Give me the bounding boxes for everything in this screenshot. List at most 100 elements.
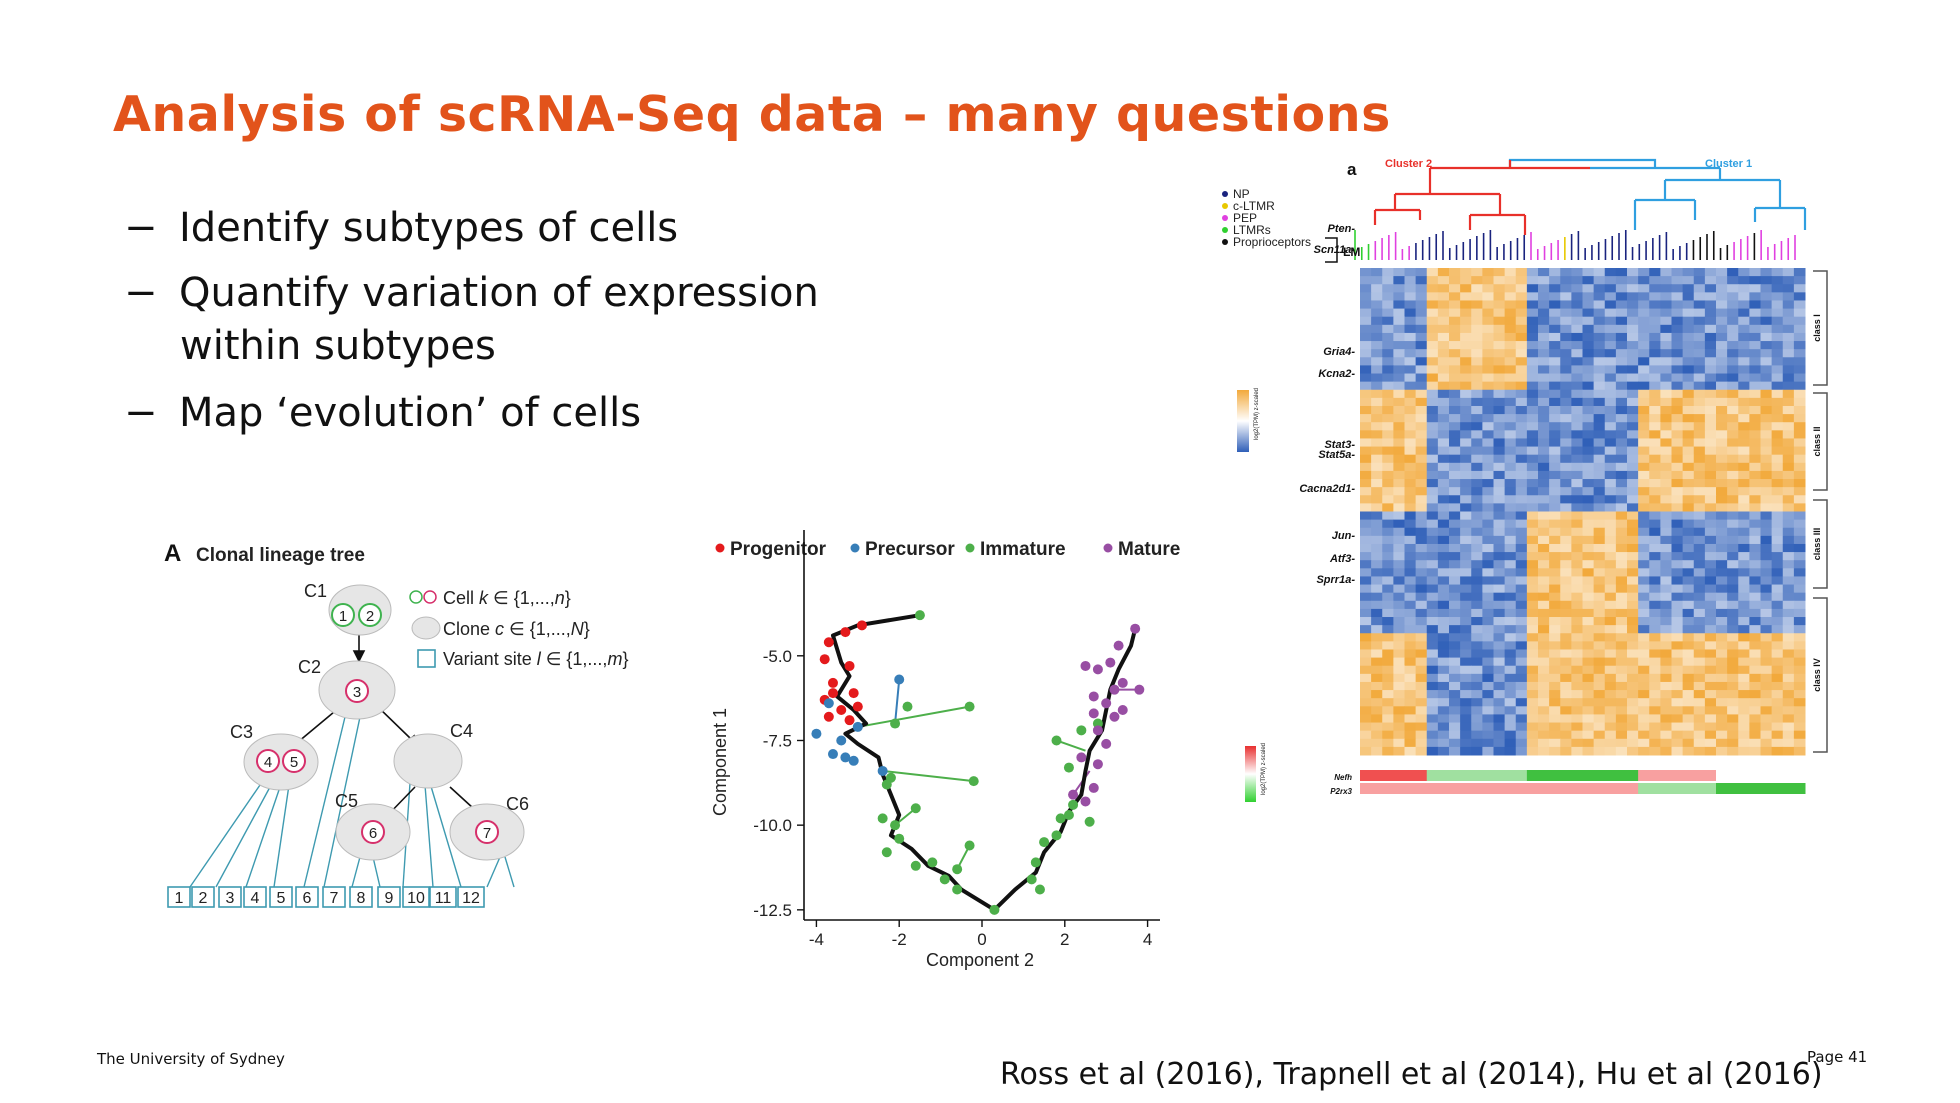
heatmap-cell (1638, 446, 1650, 456)
heatmap-cell (1604, 576, 1617, 586)
bottom-track-cell (1604, 783, 1617, 794)
heatmap-cell (1504, 584, 1517, 594)
heatmap-cell (1437, 519, 1450, 529)
heatmap-cell (1404, 722, 1417, 732)
heatmap-cell (1782, 681, 1795, 691)
heatmap-cell (1649, 527, 1661, 537)
heatmap-cell (1504, 381, 1517, 391)
heatmap-cell (1504, 462, 1517, 472)
heatmap-cell (1649, 617, 1661, 626)
heatmap-cell (1771, 511, 1784, 521)
heatmap-cell (1538, 462, 1550, 472)
heatmap-cell (1749, 641, 1761, 650)
heatmap-cell (1793, 730, 1806, 740)
heatmap-cell (1493, 357, 1506, 366)
legend-cell-label: Cell k ∈ {1,...,n} (443, 588, 571, 608)
heatmap-cell (1538, 746, 1550, 756)
heatmap-cell (1771, 454, 1784, 464)
bullet-dash: − (124, 270, 158, 316)
heatmap-cell (1404, 608, 1417, 618)
heatmap-cell (1538, 698, 1550, 707)
heatmap-cell (1638, 592, 1650, 602)
heatmap-cell (1660, 568, 1672, 577)
heatmap-cell (1549, 284, 1561, 293)
heatmap-cell (1771, 414, 1784, 423)
panel-letter-a: A (164, 540, 181, 567)
heatmap-cell (1360, 576, 1372, 586)
heatmap-cell (1660, 365, 1672, 375)
heatmap-cell (1593, 543, 1606, 553)
heatmap-cell (1515, 681, 1528, 691)
heatmap-cell (1460, 462, 1472, 472)
heatmap-cell (1649, 349, 1661, 358)
heatmap-cell (1716, 584, 1728, 594)
heatmap-cell (1593, 487, 1606, 496)
heatmap-cell (1471, 690, 1483, 699)
heatmap-cell (1538, 535, 1550, 545)
heatmap-cell (1504, 308, 1517, 318)
heatmap-cell (1371, 430, 1383, 439)
heatmap-cell (1460, 560, 1472, 569)
cell-3 (345, 679, 369, 703)
heatmap-cell (1716, 600, 1728, 610)
heatmap-cell (1682, 405, 1695, 415)
heatmap-cell (1549, 649, 1561, 659)
heatmap-cell (1760, 543, 1773, 553)
heatmap-cell (1693, 276, 1706, 285)
lineage-tree-figure: A Clonal lineage tree C1 C2 C3 C (164, 540, 628, 908)
heatmap-cell (1538, 690, 1550, 699)
heatmap-cell (1382, 543, 1394, 553)
variant-site-label: 4 (251, 890, 260, 907)
heatmap-cell (1382, 503, 1394, 512)
heatmap-cell (1638, 300, 1650, 310)
heatmap-cell (1504, 690, 1517, 699)
heatmap-cell (1549, 706, 1561, 715)
heatmap-cell (1538, 332, 1550, 342)
heatmap-cell (1693, 617, 1706, 626)
heatmap-cell (1615, 657, 1628, 667)
heatmap-cell (1760, 552, 1773, 561)
heatmap-cell (1615, 568, 1628, 577)
heatmap-cell (1627, 430, 1639, 439)
heatmap-cell (1704, 519, 1717, 529)
heatmap-cell (1415, 673, 1428, 683)
heatmap-cell (1704, 381, 1717, 391)
heatmap-cell (1504, 511, 1517, 521)
heatmap-cell (1371, 649, 1383, 659)
heatmap-cell (1604, 479, 1617, 488)
heatmap-cell (1638, 268, 1650, 277)
heatmap-cell (1582, 584, 1595, 594)
heatmap-cell (1727, 373, 1739, 383)
heatmap-cell (1727, 487, 1739, 496)
heatmap-cell (1760, 608, 1773, 618)
heatmap-cell (1716, 414, 1728, 423)
x-tick-label: -2 (892, 930, 907, 949)
class-bracket (1813, 499, 1828, 589)
heatmap-cell (1571, 430, 1583, 439)
heatmap-cell (1504, 454, 1517, 464)
bottom-track-cell (1538, 783, 1550, 794)
heatmap-cell (1593, 625, 1606, 634)
heatmap-cell (1449, 519, 1461, 529)
heatmap-cell (1404, 690, 1417, 699)
heatmap-cell (1649, 414, 1661, 423)
heatmap-cell (1716, 641, 1728, 650)
heatmap-cell (1549, 276, 1561, 285)
heatmap-cell (1449, 405, 1461, 415)
heatmap-cell (1638, 568, 1650, 577)
bottom-track-cell (1749, 770, 1761, 781)
heatmap-cell (1471, 600, 1483, 610)
heatmap-cell (1704, 576, 1717, 586)
heatmap-cell (1382, 365, 1394, 375)
bottom-track-cell (1693, 783, 1706, 794)
heatmap-cell (1415, 414, 1428, 423)
heatmap-cell (1371, 657, 1383, 667)
heatmap-cell (1682, 690, 1695, 699)
heatmap-cell (1627, 722, 1639, 732)
heatmap-cell (1560, 430, 1572, 439)
heatmap-cell (1716, 349, 1728, 358)
heatmap-cell (1449, 397, 1461, 407)
heatmap-cell (1749, 462, 1761, 472)
heatmap-cell (1571, 657, 1583, 667)
heatmap-cell (1415, 633, 1428, 642)
